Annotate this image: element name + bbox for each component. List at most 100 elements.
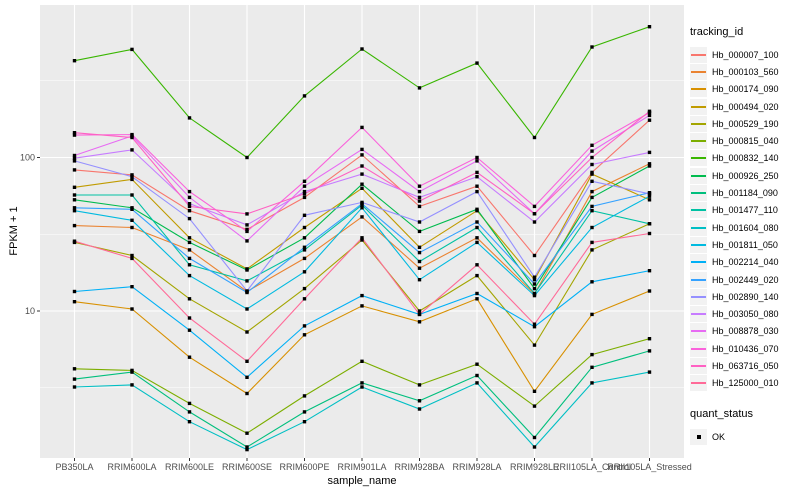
data-point: [72, 133, 77, 137]
data-point: [302, 94, 307, 98]
data-point: [72, 193, 77, 197]
data-point: [647, 113, 652, 118]
data-point: [130, 135, 134, 140]
data-point: [417, 250, 422, 255]
legend-item-Hb_063716_050: Hb_063716_050: [690, 357, 798, 374]
data-point: [187, 240, 192, 245]
legend-key-swatch: [690, 254, 707, 271]
legend-key-swatch: [690, 133, 707, 150]
legend-item-Hb_000494_020: Hb_000494_020: [690, 98, 798, 115]
data-point: [417, 278, 422, 282]
legend-key-line: [691, 226, 706, 229]
data-point: [130, 383, 134, 387]
data-point: [245, 359, 249, 363]
data-point: [360, 182, 364, 186]
data-point: [647, 164, 652, 168]
legend-key-line: [691, 174, 706, 177]
quant-legend-items: OK: [690, 428, 798, 445]
data-point: [590, 204, 594, 209]
legend-key-line: [691, 140, 706, 143]
legend-key-swatch: [690, 375, 707, 392]
data-point: [130, 175, 134, 179]
data-point: [590, 225, 594, 230]
data-point: [417, 245, 422, 249]
data-point: [130, 225, 134, 230]
data-point: [360, 293, 364, 298]
data-point: [475, 297, 479, 301]
legend-item-label: Hb_000007_100: [712, 49, 779, 60]
data-point: [130, 218, 134, 222]
legend-key-swatch: [690, 236, 707, 253]
data-point: [187, 195, 192, 200]
legend-item-Hb_008878_030: Hb_008878_030: [690, 323, 798, 340]
data-point: [245, 229, 249, 234]
legend-item-label: Hb_002214_040: [712, 257, 779, 268]
legend-item-label: Hb_000174_090: [712, 84, 779, 95]
data-point: [130, 285, 134, 289]
data-point: [475, 291, 479, 296]
x-tick-label-RRIM600LE: RRIM600LE: [165, 462, 214, 472]
data-point: [187, 204, 192, 209]
quant-legend-item-OK: OK: [690, 428, 798, 445]
data-point: [475, 240, 479, 245]
legend-key-line: [691, 70, 706, 73]
data-point: [532, 275, 537, 279]
legend-item-label: Hb_001184_090: [712, 188, 778, 199]
x-axis-title: sample_name: [327, 475, 397, 487]
data-point: [590, 240, 594, 245]
data-point: [475, 155, 479, 160]
data-point: [417, 220, 422, 224]
x-tick-label-PB350LA: PB350LA: [55, 462, 93, 472]
legend-item-Hb_002890_140: Hb_002890_140: [690, 288, 798, 305]
data-point: [532, 293, 537, 298]
data-point: [302, 324, 307, 328]
legend-key-swatch: [690, 167, 707, 184]
data-point: [590, 381, 594, 385]
data-point: [475, 362, 479, 366]
legend-item-Hb_001604_080: Hb_001604_080: [690, 219, 798, 236]
legend-item-Hb_002449_020: Hb_002449_020: [690, 271, 798, 288]
legend-key-swatch: [690, 271, 707, 288]
legend-key-line: [691, 122, 706, 125]
legend-item-label: Hb_008878_030: [712, 326, 779, 337]
legend-key-line: [691, 382, 706, 385]
y-axis-title: FPKM + 1: [8, 206, 20, 256]
legend-item-label: Hb_002449_020: [712, 274, 779, 285]
data-point: [475, 61, 479, 65]
data-point: [72, 168, 77, 172]
data-point: [187, 410, 192, 414]
data-point: [590, 209, 594, 213]
data-point: [475, 159, 479, 163]
data-point: [187, 328, 192, 332]
data-point: [187, 297, 192, 301]
data-point: [302, 394, 307, 398]
data-point: [647, 25, 652, 29]
legend-key-swatch: [690, 219, 707, 236]
legend-item-label: Hb_125000_010: [712, 378, 779, 389]
data-point: [475, 175, 479, 179]
data-point: [302, 420, 307, 424]
legend-key-line: [691, 330, 706, 333]
data-point: [72, 131, 77, 135]
data-point: [72, 223, 77, 228]
data-point: [532, 404, 537, 408]
x-tick-label-RRIM928LE: RRIM928LE: [510, 462, 559, 472]
x-tick-label-RRIM928BA: RRIM928BA: [394, 462, 444, 472]
data-point: [417, 320, 422, 324]
legend-title-tracking-id: tracking_id: [690, 26, 744, 38]
y-tick-label: 10: [25, 306, 35, 316]
data-point: [187, 236, 192, 240]
legend-key-swatch: [690, 81, 707, 98]
data-point: [187, 256, 192, 261]
data-point: [417, 266, 422, 270]
data-point: [590, 179, 594, 183]
data-point: [590, 352, 594, 357]
data-point: [417, 407, 422, 411]
data-point: [360, 47, 364, 51]
legend-key-swatch: [690, 98, 707, 115]
legend-key-line: [691, 53, 706, 56]
data-point: [130, 307, 134, 311]
legend-key-swatch: [690, 428, 707, 445]
data-point: [590, 248, 594, 252]
